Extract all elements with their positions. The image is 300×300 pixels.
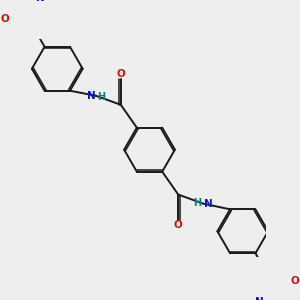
Text: O: O xyxy=(116,69,125,79)
Text: O: O xyxy=(174,220,183,230)
Text: H: H xyxy=(194,198,202,208)
Text: H: H xyxy=(98,92,106,102)
Text: O: O xyxy=(291,276,300,286)
Text: N: N xyxy=(36,0,45,3)
Text: O: O xyxy=(0,14,9,24)
Text: N: N xyxy=(255,297,264,300)
Text: N: N xyxy=(87,91,95,101)
Text: N: N xyxy=(204,199,212,208)
